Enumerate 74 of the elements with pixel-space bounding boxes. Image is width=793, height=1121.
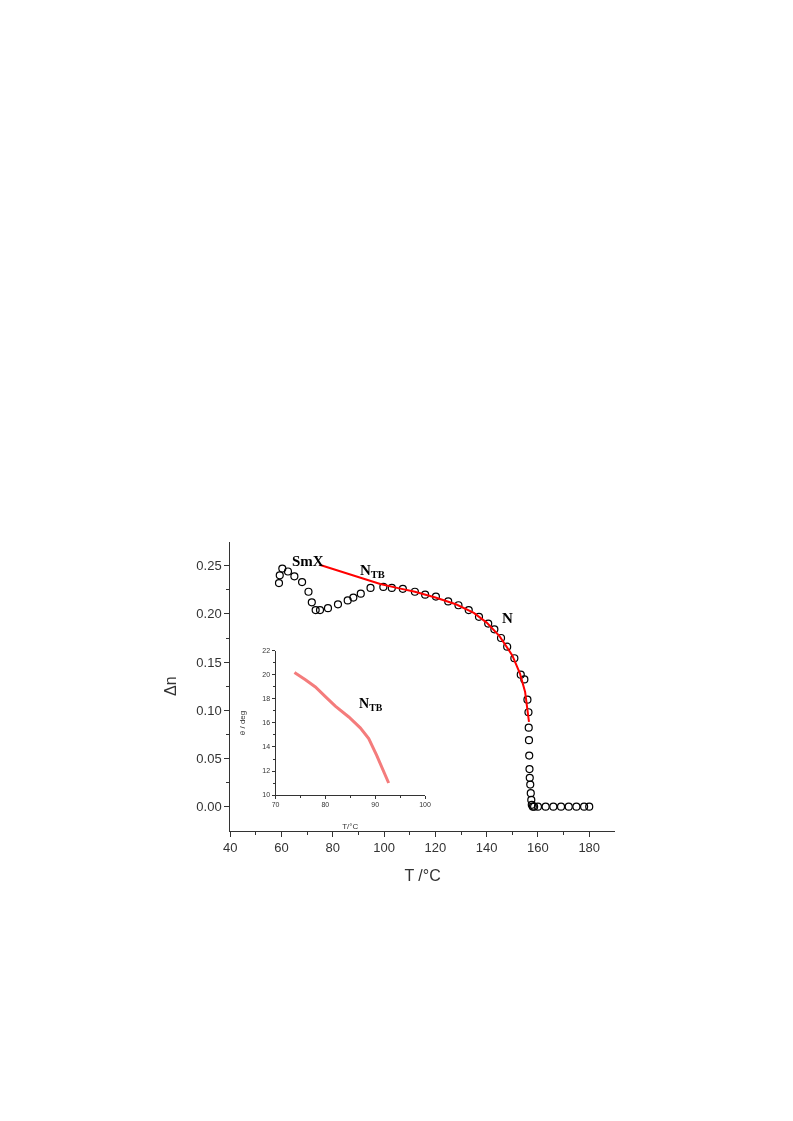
y-axis-title: Δn <box>162 676 180 697</box>
point <box>410 587 419 596</box>
point <box>387 583 396 592</box>
line-series <box>292 671 391 785</box>
x-tick-label: 40 <box>223 840 238 856</box>
x-tick-label: 60 <box>274 840 289 856</box>
point <box>490 625 499 634</box>
point <box>311 605 320 615</box>
point <box>275 571 284 580</box>
point <box>366 583 375 592</box>
point <box>525 751 534 760</box>
point <box>464 605 473 615</box>
point <box>343 596 352 605</box>
y-tick-label: 0.20 <box>196 606 222 622</box>
point <box>572 802 581 811</box>
point <box>541 802 550 811</box>
x-axis-title: T /°C <box>404 867 441 885</box>
point <box>516 670 525 679</box>
point <box>323 604 333 613</box>
point <box>526 780 535 789</box>
x-tick-label: 140 <box>475 840 498 856</box>
point <box>278 564 287 573</box>
annotation: N <box>502 610 513 626</box>
point <box>527 795 536 805</box>
y-tick-label: 0.00 <box>196 799 222 815</box>
point <box>333 600 343 609</box>
point <box>290 572 299 581</box>
annotation: N$_{TB}$ <box>359 696 383 713</box>
point <box>520 675 529 684</box>
point <box>431 592 441 601</box>
point <box>283 567 293 576</box>
y-tick-label: 0.05 <box>196 751 222 767</box>
y-axis-title: θ / deg <box>238 710 248 736</box>
point <box>496 633 506 643</box>
x-tick-label: 120 <box>424 840 447 856</box>
point <box>580 802 589 811</box>
point <box>444 597 453 606</box>
x-tick-label: 80 <box>325 840 341 856</box>
point <box>454 601 463 610</box>
y-tick-label: 0.25 <box>196 558 222 574</box>
point <box>549 802 558 811</box>
point <box>304 587 313 596</box>
point <box>510 654 519 663</box>
point <box>274 578 284 588</box>
point <box>564 802 573 811</box>
x-tick-label: 180 <box>578 840 601 856</box>
y-tick-label: 0.15 <box>196 654 222 670</box>
point <box>421 590 430 599</box>
point <box>525 773 534 782</box>
point <box>526 789 535 798</box>
point <box>349 593 358 602</box>
point <box>533 802 543 811</box>
point <box>585 802 594 811</box>
point <box>523 695 532 704</box>
point <box>524 708 533 717</box>
point <box>503 642 512 651</box>
point <box>525 765 534 774</box>
point <box>556 802 566 811</box>
point <box>315 605 325 615</box>
point <box>474 612 484 621</box>
point <box>524 723 533 732</box>
x-tick-label: 100 <box>373 840 395 856</box>
point <box>484 619 493 628</box>
annotation: N$_{TB}$ <box>360 562 385 581</box>
y-tick-label: 0.10 <box>196 702 222 718</box>
x-axis-title: T/°C <box>342 821 359 831</box>
point <box>356 589 365 598</box>
point <box>398 584 407 593</box>
annotation: SmX <box>292 553 324 569</box>
x-tick-label: 160 <box>527 840 549 856</box>
point <box>379 582 388 592</box>
point <box>307 598 316 607</box>
point <box>524 736 534 745</box>
point <box>297 578 307 587</box>
